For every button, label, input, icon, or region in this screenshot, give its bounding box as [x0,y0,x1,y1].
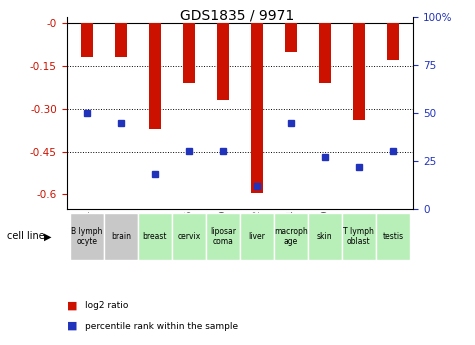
Bar [251,23,263,193]
Text: liposar
coma: liposar coma [210,227,236,246]
Text: skin: skin [317,232,332,241]
Bar [342,213,376,260]
Text: liver: liver [248,232,266,241]
Bar [387,23,399,60]
Bar [308,213,342,260]
Text: macroph
age: macroph age [274,227,308,246]
Text: cell line: cell line [7,231,45,241]
Text: percentile rank within the sample: percentile rank within the sample [85,322,238,331]
Bar [115,23,127,57]
Text: T lymph
oblast: T lymph oblast [343,227,374,246]
Text: cervix: cervix [177,232,200,241]
Bar [104,213,138,260]
Bar [285,23,297,51]
Text: ▶: ▶ [44,231,52,241]
Text: ■: ■ [66,300,77,310]
Bar [240,213,274,260]
Bar [206,213,240,260]
Text: log2 ratio: log2 ratio [85,301,128,310]
Text: brain: brain [111,232,131,241]
Text: breast: breast [142,232,167,241]
Bar [319,23,331,83]
Text: GDS1835 / 9971: GDS1835 / 9971 [180,9,294,23]
Bar [217,23,229,100]
Bar [376,213,410,260]
Bar [149,23,161,129]
Bar [172,213,206,260]
Text: testis: testis [382,232,403,241]
Bar [70,213,104,260]
Bar [81,23,93,57]
Bar [138,213,172,260]
Bar [353,23,365,120]
Text: ■: ■ [66,321,77,331]
Text: B lymph
ocyte: B lymph ocyte [71,227,103,246]
Bar [274,213,308,260]
Bar [183,23,195,83]
